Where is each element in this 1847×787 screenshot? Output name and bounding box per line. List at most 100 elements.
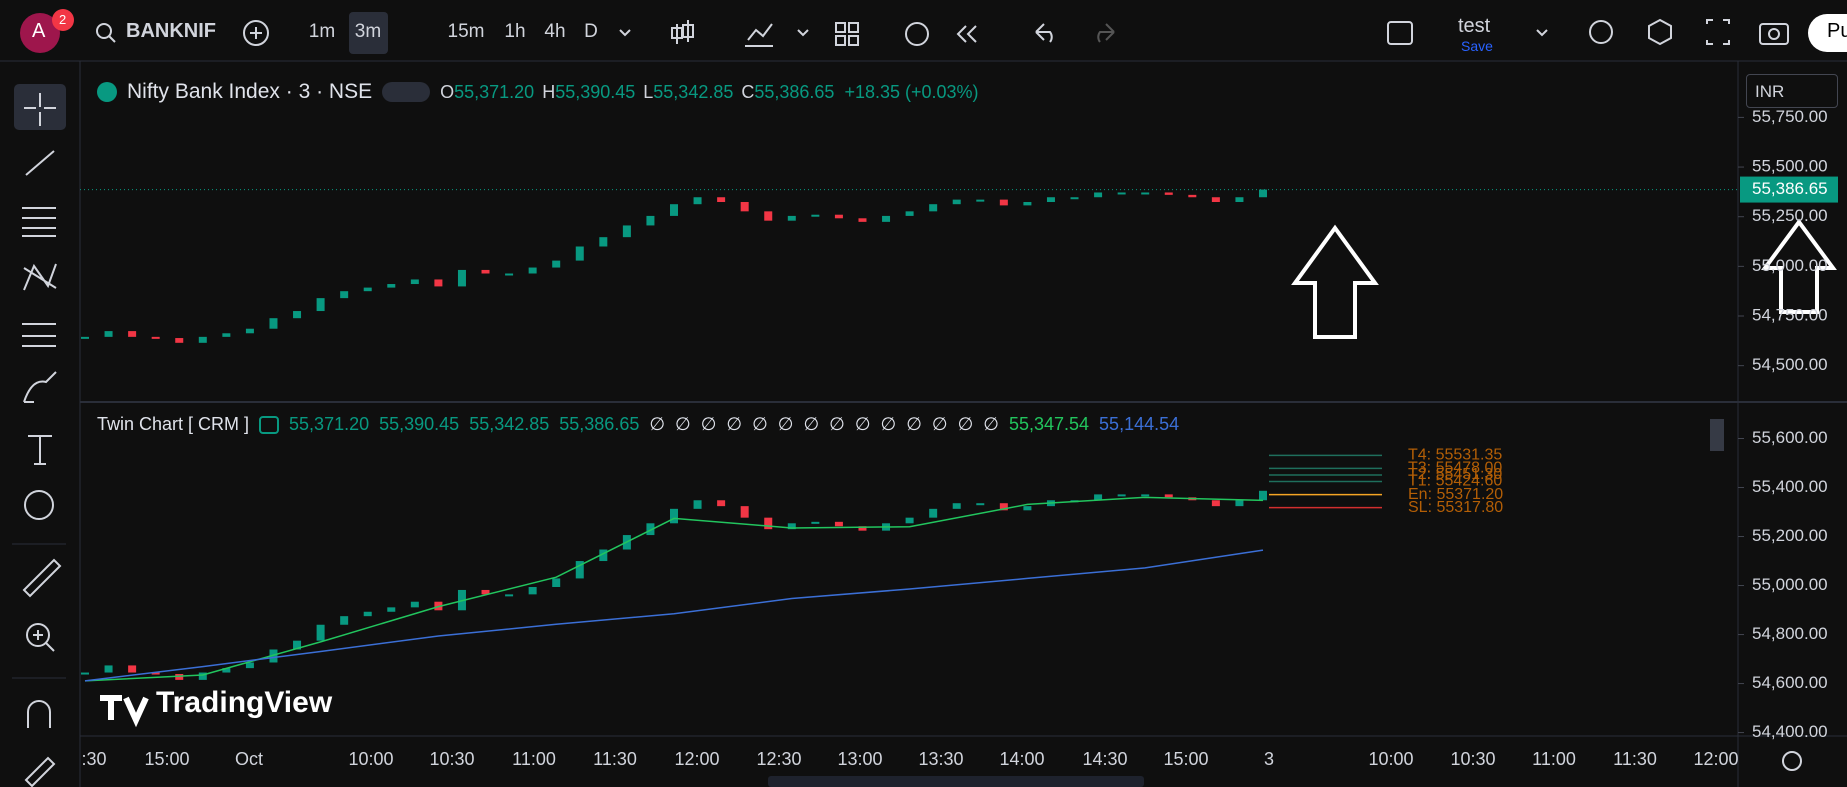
settings-icon[interactable] (1648, 18, 1672, 46)
lock-tool[interactable] (24, 756, 56, 787)
candle (198, 336, 207, 343)
ohlc-item: O 55,371.20 (440, 82, 534, 103)
publish-label[interactable]: Pu (1827, 20, 1847, 42)
undo-icon[interactable] (1035, 23, 1053, 43)
chart-type-icon[interactable] (671, 20, 694, 44)
snapshot-icon[interactable] (1759, 23, 1789, 45)
redo-icon[interactable] (1097, 23, 1115, 43)
fib-tool[interactable] (22, 207, 56, 237)
candle (1094, 494, 1103, 501)
candle (316, 298, 325, 312)
candle (693, 500, 702, 509)
x-tick-label: 11:00 (512, 749, 556, 769)
y-tick-label: 55,750.00 (1752, 107, 1828, 126)
y-tick-label: 55,600.00 (1752, 428, 1828, 447)
candle (1070, 197, 1079, 200)
layout-name[interactable]: test (1458, 15, 1491, 37)
candle (905, 211, 914, 216)
symbol[interactable]: BANKNIF (126, 20, 216, 42)
candle (222, 333, 231, 337)
layout-icon (848, 35, 859, 46)
indicator-line (84, 496, 1264, 682)
x-tick-label: 3 (1264, 749, 1274, 769)
ohlc-value: 55,371.20 (289, 414, 370, 434)
avatar[interactable] (20, 13, 60, 53)
search-icon[interactable] (96, 23, 112, 39)
x-tick-label: Oct (235, 749, 263, 769)
candle (1235, 500, 1244, 507)
save-link[interactable]: Save (1461, 38, 1493, 54)
snapshot-icon (1768, 28, 1780, 40)
candle (528, 587, 537, 595)
candle (269, 318, 278, 329)
interval-button[interactable]: 3m (354, 21, 382, 42)
chevron[interactable] (619, 29, 631, 37)
interval-button[interactable]: 1m (308, 21, 336, 42)
indicators-icon[interactable] (745, 23, 773, 47)
axis-settings-icon[interactable] (1782, 751, 1802, 771)
interval-button[interactable]: D (584, 21, 598, 42)
candle (882, 215, 891, 222)
y-tick-label: 55,400.00 (1752, 477, 1828, 496)
candle (1164, 494, 1173, 498)
quick-search-icon[interactable] (1589, 20, 1613, 44)
currency-select[interactable]: INR (1746, 74, 1838, 108)
layout-icon (848, 22, 859, 33)
candle (198, 672, 207, 680)
y-tick-label: 54,800.00 (1752, 624, 1828, 643)
text-tool[interactable] (28, 435, 52, 465)
fullscreen-icon[interactable] (1706, 19, 1730, 45)
x-tick-label: 12:30 (756, 749, 801, 769)
x-tick-label: :30 (81, 749, 106, 769)
add-symbol (250, 27, 262, 39)
empty-marker: ∅ (675, 414, 691, 434)
candle (599, 549, 608, 562)
candle (293, 311, 302, 319)
alert-icon[interactable] (905, 22, 929, 46)
candle (670, 508, 678, 524)
y-tick-label: 55,200.00 (1752, 526, 1828, 545)
interval-button[interactable]: 1h (504, 21, 526, 42)
candle (646, 523, 655, 536)
price-tag-label: 55,386.65 (1752, 179, 1828, 198)
publish-button[interactable] (1808, 14, 1847, 52)
legend-braces (259, 415, 280, 434)
projection-tool[interactable] (22, 323, 56, 347)
empty-marker: ∅ (983, 414, 999, 434)
pattern-tool[interactable] (23, 263, 57, 291)
magnet-tool[interactable] (27, 700, 51, 728)
ohlc-key: O (440, 81, 455, 102)
arrow-annotation (1761, 218, 1837, 314)
empty-marker: ∅ (880, 414, 897, 434)
y-tick-label: 54,400.00 (1752, 722, 1828, 741)
zoom-tool[interactable] (26, 623, 50, 647)
scrollbar[interactable] (768, 776, 1144, 787)
crosshair-tool[interactable] (24, 93, 56, 126)
interval-button[interactable]: 15m (447, 21, 485, 42)
trendline-tool[interactable] (25, 150, 55, 176)
candle (787, 523, 796, 530)
y-tick-label: 55,000.00 (1752, 575, 1828, 594)
x-tick-label: 15:00 (1163, 749, 1208, 769)
x-tick-label: 10:30 (429, 749, 474, 769)
chevron[interactable] (797, 29, 809, 37)
layout-box[interactable] (1387, 21, 1413, 45)
candle (717, 500, 726, 507)
candle (457, 269, 466, 287)
empty-marker: ∅ (752, 414, 768, 434)
candle (622, 225, 631, 238)
candle (81, 336, 89, 339)
replay-icon[interactable] (956, 25, 977, 43)
ruler-tool[interactable] (22, 558, 62, 598)
price-tag (1740, 176, 1838, 203)
emoji-tool[interactable] (24, 490, 54, 520)
brush-tool[interactable] (23, 371, 57, 403)
interval-button[interactable]: 4h (544, 21, 566, 42)
candle (764, 517, 773, 530)
indicator-line (84, 549, 1264, 682)
layout-icon[interactable] (835, 22, 846, 33)
candle (1117, 192, 1126, 195)
chevron[interactable] (1536, 29, 1548, 37)
candle (316, 624, 325, 641)
add-symbol[interactable] (243, 20, 269, 46)
